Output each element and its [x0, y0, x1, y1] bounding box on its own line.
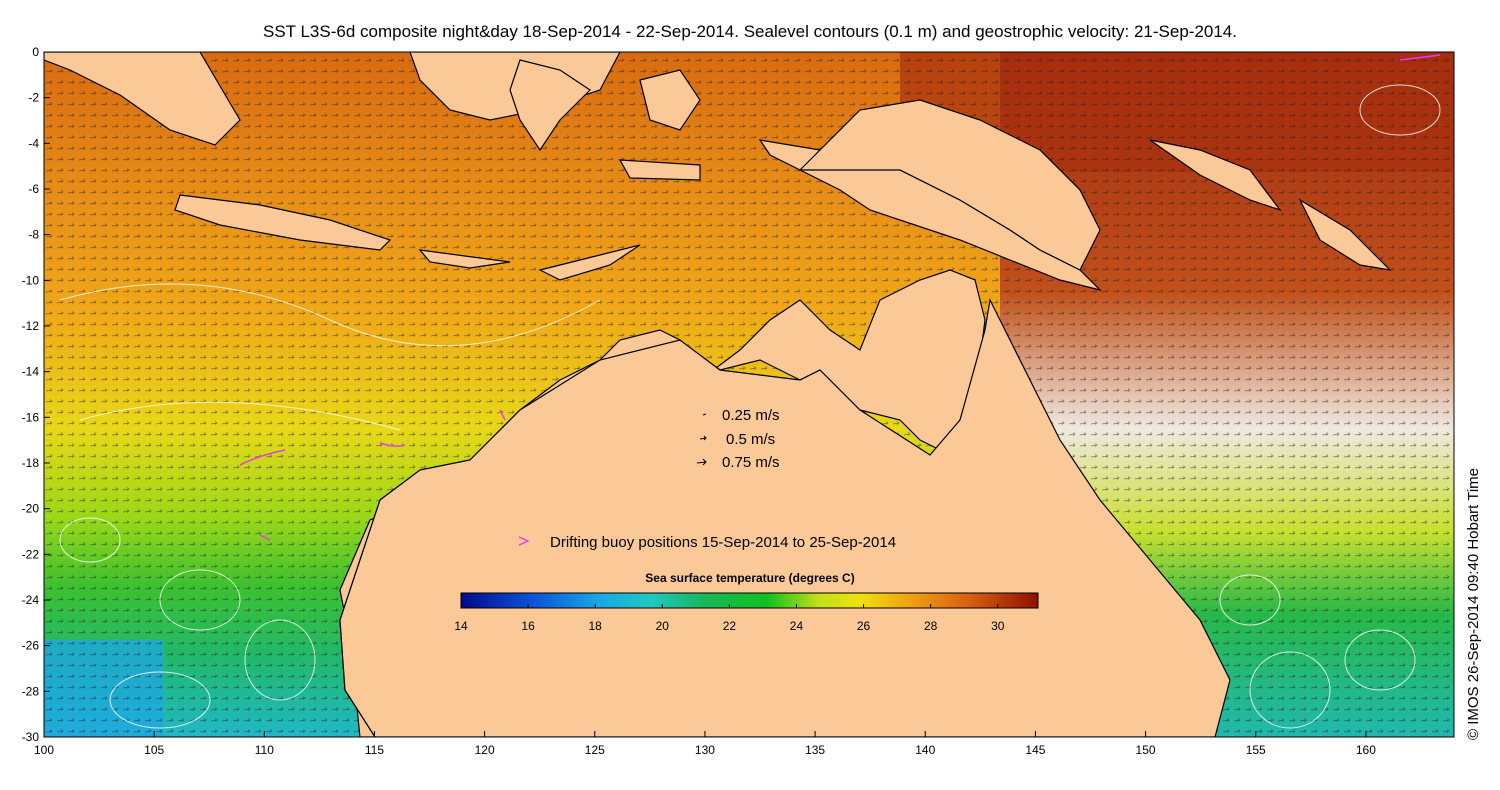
x-tick-label: 155: [1246, 743, 1266, 757]
y-axis: 0 -2 -4 -6 -8 -10 -12 -14 -16 -18 -20 -22 -24 -26 -28 -…: [22, 45, 50, 744]
y-tick-label: -24: [22, 593, 40, 607]
sealevel-contours: [59, 84, 1441, 729]
land-masses: [44, 52, 1392, 737]
y-tick-label: 0: [32, 45, 39, 59]
map-title: SST L3S-6d composite night&day 18-Sep-20…: [263, 22, 1237, 41]
colorbar-title: Sea surface temperature (degrees C): [645, 571, 854, 585]
y-tick-label: -8: [28, 228, 39, 242]
y-tick-label: -14: [22, 365, 40, 379]
x-tick-label: 145: [1025, 743, 1045, 757]
velocity-arrow-075: [696, 458, 707, 466]
y-tick-label: -18: [22, 456, 40, 470]
map-plot-area: [44, 52, 1454, 737]
y-tick-label: -16: [22, 410, 40, 424]
x-tick-label: 135: [805, 743, 825, 757]
colorbar-tick-label: 26: [857, 619, 871, 633]
y-tick-label: -26: [22, 639, 40, 653]
java-land: [174, 194, 392, 251]
colorbar-tick-label: 22: [723, 619, 737, 633]
colorbar-tick-label: 20: [656, 619, 670, 633]
y-tick-label: -2: [28, 91, 39, 105]
x-tick-label: 130: [695, 743, 715, 757]
buoy-legend-label: Drifting buoy positions 15-Sep-2014 to 2…: [550, 534, 896, 551]
velocity-label-025: 0.25 m/s: [722, 407, 780, 424]
y-tick-label: -12: [22, 319, 40, 333]
colorbar-tick-label: 16: [521, 619, 535, 633]
x-tick-label: 160: [1356, 743, 1376, 757]
colorbar-rect: [460, 592, 1039, 609]
velocity-legend: 0.25 m/s 0.5 m/s 0.75 m/s: [696, 407, 780, 471]
y-tick-label: -28: [22, 684, 40, 698]
colorbar-tick-label: 30: [991, 619, 1005, 633]
x-tick-label: 125: [585, 743, 605, 757]
colorbar-tick-label: 18: [589, 619, 603, 633]
y-tick-label: -10: [22, 273, 40, 287]
sulawesi-land: [509, 59, 591, 152]
colorbar-tick-label: 28: [924, 619, 938, 633]
y-tick-label: -20: [22, 502, 40, 516]
x-tick-label: 120: [475, 743, 495, 757]
sumatra-land: [44, 52, 241, 146]
plot-frame: [43, 51, 1455, 738]
buoy-tracks: [239, 54, 1441, 541]
y-tick-label: -22: [22, 547, 40, 561]
sst-colorbar: Sea surface temperature (degrees C) 14 16…: [454, 571, 1039, 633]
velocity-arrow-025: [702, 413, 707, 416]
velocity-label-075: 0.75 m/s: [722, 454, 780, 471]
x-tick-label: 115: [365, 743, 384, 757]
colorbar-ticks: 14 16 18 20 22 24 26 28 30: [454, 604, 1005, 633]
x-tick-label: 105: [144, 743, 164, 757]
y-tick-label: -6: [28, 182, 39, 196]
credit-text: © IMOS 26-Sep-2014 09:40 Hobart Time: [1465, 467, 1482, 740]
buoy-legend: Drifting buoy positions 15-Sep-2014 to 2…: [518, 534, 896, 551]
velocity-label-05: 0.5 m/s: [726, 431, 775, 448]
timor-land: [538, 244, 641, 281]
x-tick-label: 100: [34, 743, 54, 757]
buoy-marker-icon: [518, 536, 530, 546]
x-tick-label: 150: [1136, 743, 1156, 757]
colorbar-tick-label: 14: [454, 619, 468, 633]
x-axis: 100 105 110 115 120 125 130 135 140 145 150 155 160: [34, 731, 1376, 757]
x-tick-label: 140: [915, 743, 935, 757]
y-tick-label: -4: [28, 136, 39, 150]
x-tick-label: 110: [255, 743, 274, 757]
colorbar-tick-label: 24: [790, 619, 804, 633]
y-tick-label: -30: [22, 730, 40, 744]
velocity-arrow-05: [699, 435, 707, 441]
